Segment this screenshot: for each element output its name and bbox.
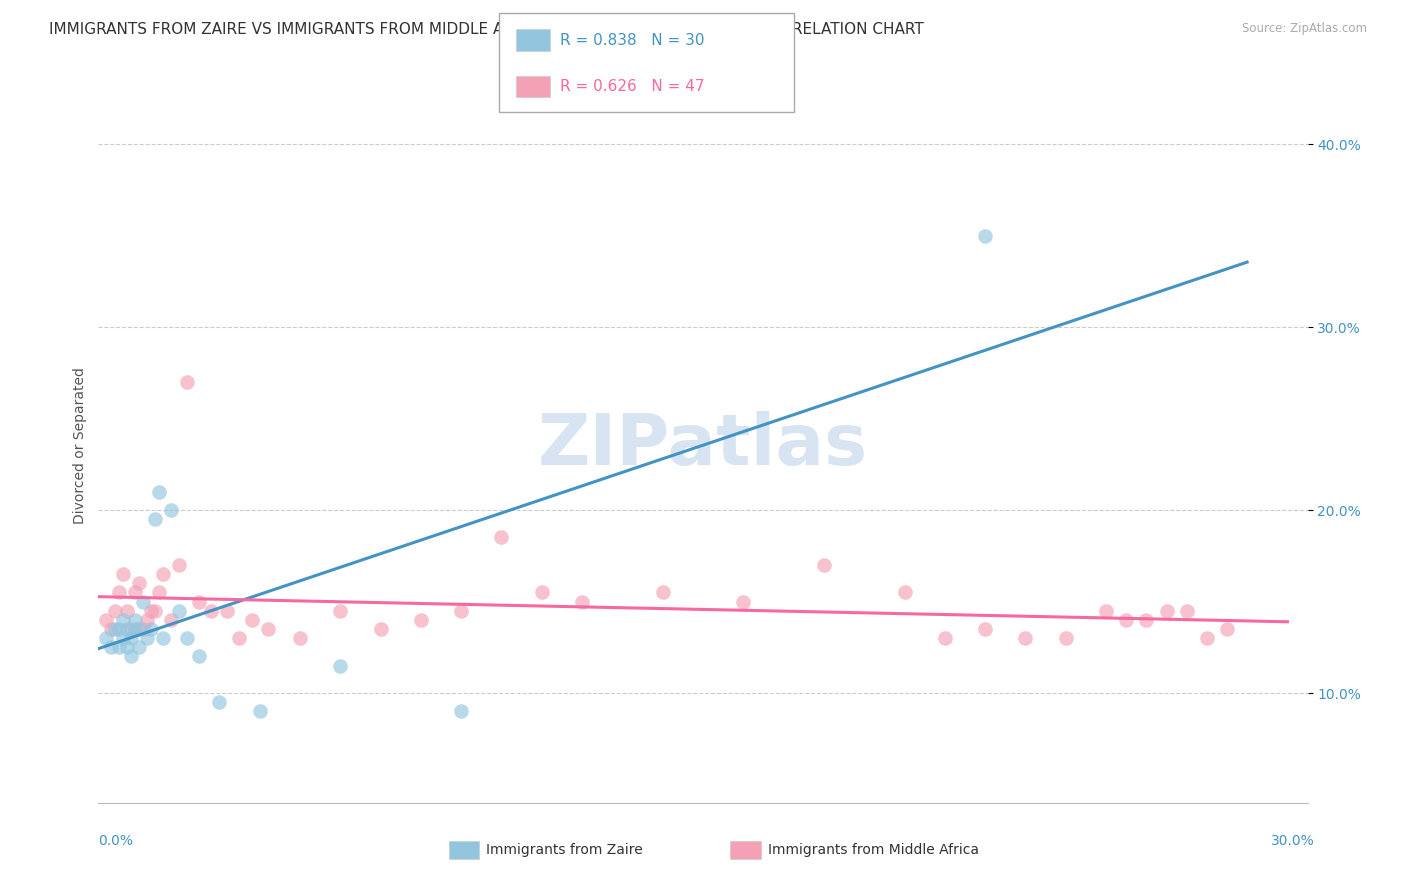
- Text: ZIPatlas: ZIPatlas: [538, 411, 868, 481]
- Point: [107, 585, 129, 599]
- Point: [249, 704, 271, 718]
- Point: [120, 631, 142, 645]
- Point: [1175, 604, 1198, 618]
- Point: [1014, 631, 1036, 645]
- Text: 0.0%: 0.0%: [98, 834, 134, 848]
- Point: [491, 531, 513, 545]
- Point: [115, 640, 138, 655]
- Point: [111, 631, 134, 645]
- Point: [733, 594, 755, 608]
- Point: [103, 604, 125, 618]
- Point: [124, 585, 146, 599]
- Point: [893, 585, 915, 599]
- Point: [256, 622, 278, 636]
- Point: [107, 640, 129, 655]
- Point: [208, 695, 231, 709]
- Point: [139, 622, 162, 636]
- Point: [135, 631, 157, 645]
- Point: [128, 576, 150, 591]
- Point: [152, 567, 174, 582]
- Point: [329, 604, 352, 618]
- Text: Immigrants from Middle Africa: Immigrants from Middle Africa: [768, 843, 979, 857]
- Point: [124, 622, 146, 636]
- Point: [128, 622, 150, 636]
- Point: [120, 649, 142, 664]
- Point: [167, 604, 190, 618]
- Point: [152, 631, 174, 645]
- Point: [651, 585, 673, 599]
- Point: [188, 594, 211, 608]
- Point: [148, 484, 170, 499]
- Point: [96, 613, 118, 627]
- Point: [228, 631, 250, 645]
- Point: [813, 558, 835, 572]
- Point: [132, 622, 155, 636]
- Point: [450, 604, 472, 618]
- Point: [103, 622, 125, 636]
- Point: [132, 594, 155, 608]
- Text: IMMIGRANTS FROM ZAIRE VS IMMIGRANTS FROM MIDDLE AFRICA DIVORCED OR SEPARATED COR: IMMIGRANTS FROM ZAIRE VS IMMIGRANTS FROM…: [49, 22, 924, 37]
- Point: [571, 594, 593, 608]
- Point: [128, 640, 150, 655]
- Point: [934, 631, 956, 645]
- Point: [143, 604, 166, 618]
- Text: Immigrants from Zaire: Immigrants from Zaire: [486, 843, 643, 857]
- Text: Source: ZipAtlas.com: Source: ZipAtlas.com: [1241, 22, 1367, 36]
- Point: [167, 558, 190, 572]
- Point: [530, 585, 553, 599]
- Point: [160, 503, 183, 517]
- Point: [148, 585, 170, 599]
- Point: [200, 604, 222, 618]
- Y-axis label: Divorced or Separated: Divorced or Separated: [73, 368, 87, 524]
- Point: [1135, 613, 1157, 627]
- Point: [176, 631, 198, 645]
- Point: [107, 622, 129, 636]
- Point: [974, 228, 997, 243]
- Point: [143, 512, 166, 526]
- Point: [240, 613, 263, 627]
- Point: [120, 622, 142, 636]
- Point: [100, 640, 122, 655]
- Point: [370, 622, 392, 636]
- Point: [1156, 604, 1178, 618]
- Point: [329, 658, 352, 673]
- Text: 30.0%: 30.0%: [1271, 834, 1315, 848]
- Point: [1095, 604, 1118, 618]
- Point: [1216, 622, 1239, 636]
- Point: [176, 375, 198, 389]
- Point: [409, 613, 432, 627]
- Point: [288, 631, 311, 645]
- Point: [135, 613, 157, 627]
- Point: [974, 622, 997, 636]
- Point: [160, 613, 183, 627]
- Point: [450, 704, 472, 718]
- Point: [217, 604, 239, 618]
- Point: [96, 631, 118, 645]
- Point: [111, 567, 134, 582]
- Point: [139, 604, 162, 618]
- Text: R = 0.838   N = 30: R = 0.838 N = 30: [560, 33, 704, 47]
- Point: [1195, 631, 1218, 645]
- Point: [111, 613, 134, 627]
- Point: [100, 622, 122, 636]
- Point: [124, 613, 146, 627]
- Point: [115, 604, 138, 618]
- Text: R = 0.626   N = 47: R = 0.626 N = 47: [560, 79, 704, 94]
- Point: [188, 649, 211, 664]
- Point: [115, 622, 138, 636]
- Point: [1115, 613, 1137, 627]
- Point: [1054, 631, 1077, 645]
